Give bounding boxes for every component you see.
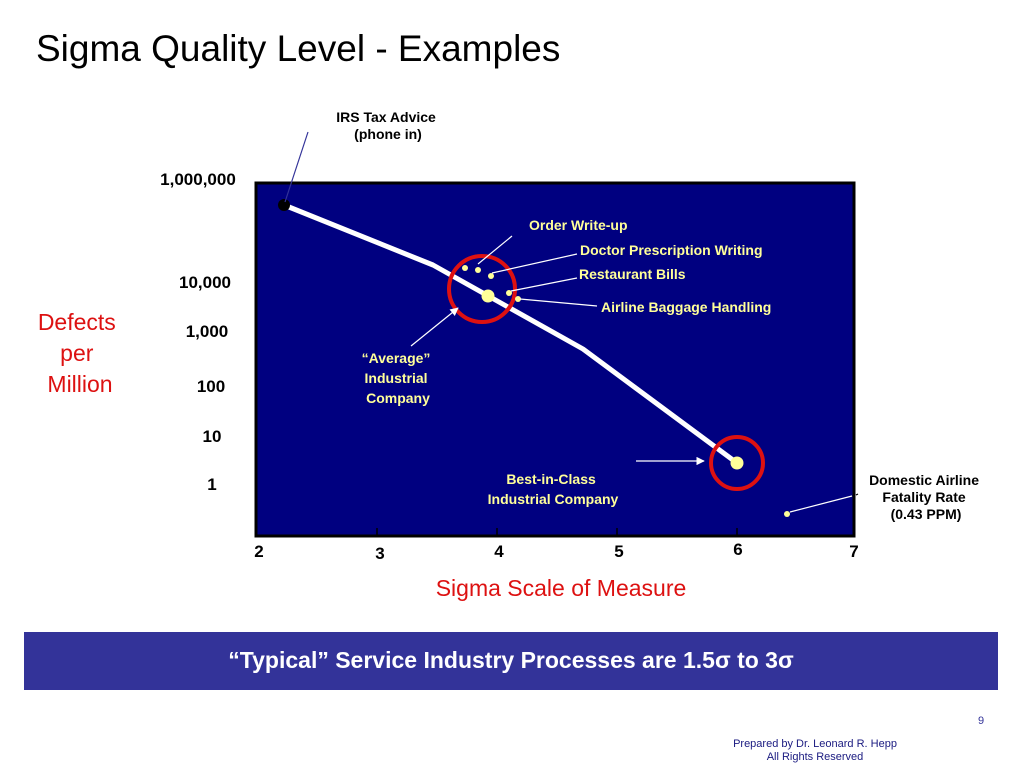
banner-text: “Typical” Service Industry Processes are… [228, 647, 794, 673]
x-axis-label: Sigma Scale of Measure [436, 575, 687, 601]
order-writeup-leader-line [477, 235, 513, 265]
irs-leader-line [284, 131, 309, 203]
average-company-highlight-circle [447, 254, 517, 324]
airline-fatality-leader-line [789, 495, 853, 513]
annotation-best-in-class: Best-in-Class Industrial Company [488, 471, 619, 507]
data-point-airline-baggage [515, 296, 521, 302]
annotation-line: Industrial Company [488, 491, 619, 507]
doctor-prescription-leader-line [491, 253, 578, 274]
data-point-order-writeup [462, 265, 468, 271]
annotation-line: (0.43 PPM) [891, 506, 962, 522]
annotation-doctor-prescription: Doctor Prescription Writing [580, 242, 763, 258]
data-point-airline-fatality [784, 511, 790, 517]
airline-fatality-leader-line-outside [855, 493, 859, 496]
annotation-line: Best-in-Class [506, 471, 596, 487]
data-point-restaurant-bills [506, 290, 512, 296]
annotation-order-writeup: Order Write-up [529, 217, 628, 233]
sigma-chart: 1,000,000 10,000 1,000 100 10 1 Defects … [38, 109, 983, 601]
annotation-line: Fatality Rate [882, 489, 965, 505]
y-tick-label: 100 [197, 377, 225, 396]
y-tick-label: 1,000,000 [160, 170, 236, 189]
footer-line: All Rights Reserved [766, 751, 864, 763]
slide-title: Sigma Quality Level - Examples [36, 28, 561, 69]
y-tick-label: 1 [207, 475, 216, 494]
data-point-best-in-class [730, 456, 744, 470]
data-point-order-writeup [475, 267, 481, 273]
data-point-average-company [481, 289, 495, 303]
annotation-line: Industrial [365, 370, 428, 386]
y-axis-label-line: Million [47, 371, 112, 397]
annotation-average-company: “Average” Industrial Company [362, 350, 435, 406]
annotation-line: IRS Tax Advice [336, 109, 436, 125]
y-axis-tick-labels: 1,000,000 10,000 1,000 100 10 1 [160, 170, 236, 494]
slide-number: 9 [978, 715, 985, 727]
x-tick-label: 5 [614, 542, 623, 561]
y-tick-label: 10 [203, 427, 222, 446]
best-in-class-highlight-circle [709, 435, 765, 491]
annotation-airline-fatality: Domestic Airline Fatality Rate (0.43 PPM… [869, 472, 983, 522]
x-tick-label: 3 [375, 544, 384, 563]
y-axis-label-line: Defects [38, 309, 116, 335]
x-tick-label: 4 [494, 542, 504, 561]
annotation-line: (phone in) [354, 126, 422, 142]
banner: “Typical” Service Industry Processes are… [24, 632, 998, 690]
y-axis-label: Defects per Million [38, 309, 122, 397]
footer-line: Prepared by Dr. Leonard R. Hepp [733, 738, 897, 750]
x-tick-label: 2 [254, 542, 263, 561]
plot-area [254, 181, 856, 538]
data-point-irs [278, 199, 290, 211]
annotation-line: Domestic Airline [869, 472, 979, 488]
y-axis-label-line: per [60, 340, 94, 366]
annotation-line: “Average” [362, 350, 431, 366]
y-tick-label: 10,000 [179, 273, 231, 292]
footer: Prepared by Dr. Leonard R. Hepp All Righ… [695, 738, 935, 764]
annotation-restaurant-bills: Restaurant Bills [579, 266, 686, 282]
airline-baggage-leader-line [519, 298, 598, 307]
x-axis-ticks [376, 528, 738, 536]
restaurant-bills-leader-line [510, 277, 578, 292]
y-tick-label: 1,000 [186, 322, 229, 341]
annotation-line: Company [366, 390, 430, 406]
x-tick-label: 7 [849, 542, 858, 561]
x-axis-tick-labels: 2 3 4 5 6 7 [254, 540, 858, 563]
annotation-irs-tax-advice: IRS Tax Advice (phone in) [336, 109, 439, 142]
data-point-doctor-prescription [488, 273, 494, 279]
x-tick-label: 6 [733, 540, 742, 559]
annotation-airline-baggage: Airline Baggage Handling [601, 299, 771, 315]
average-company-arrow [410, 307, 459, 347]
